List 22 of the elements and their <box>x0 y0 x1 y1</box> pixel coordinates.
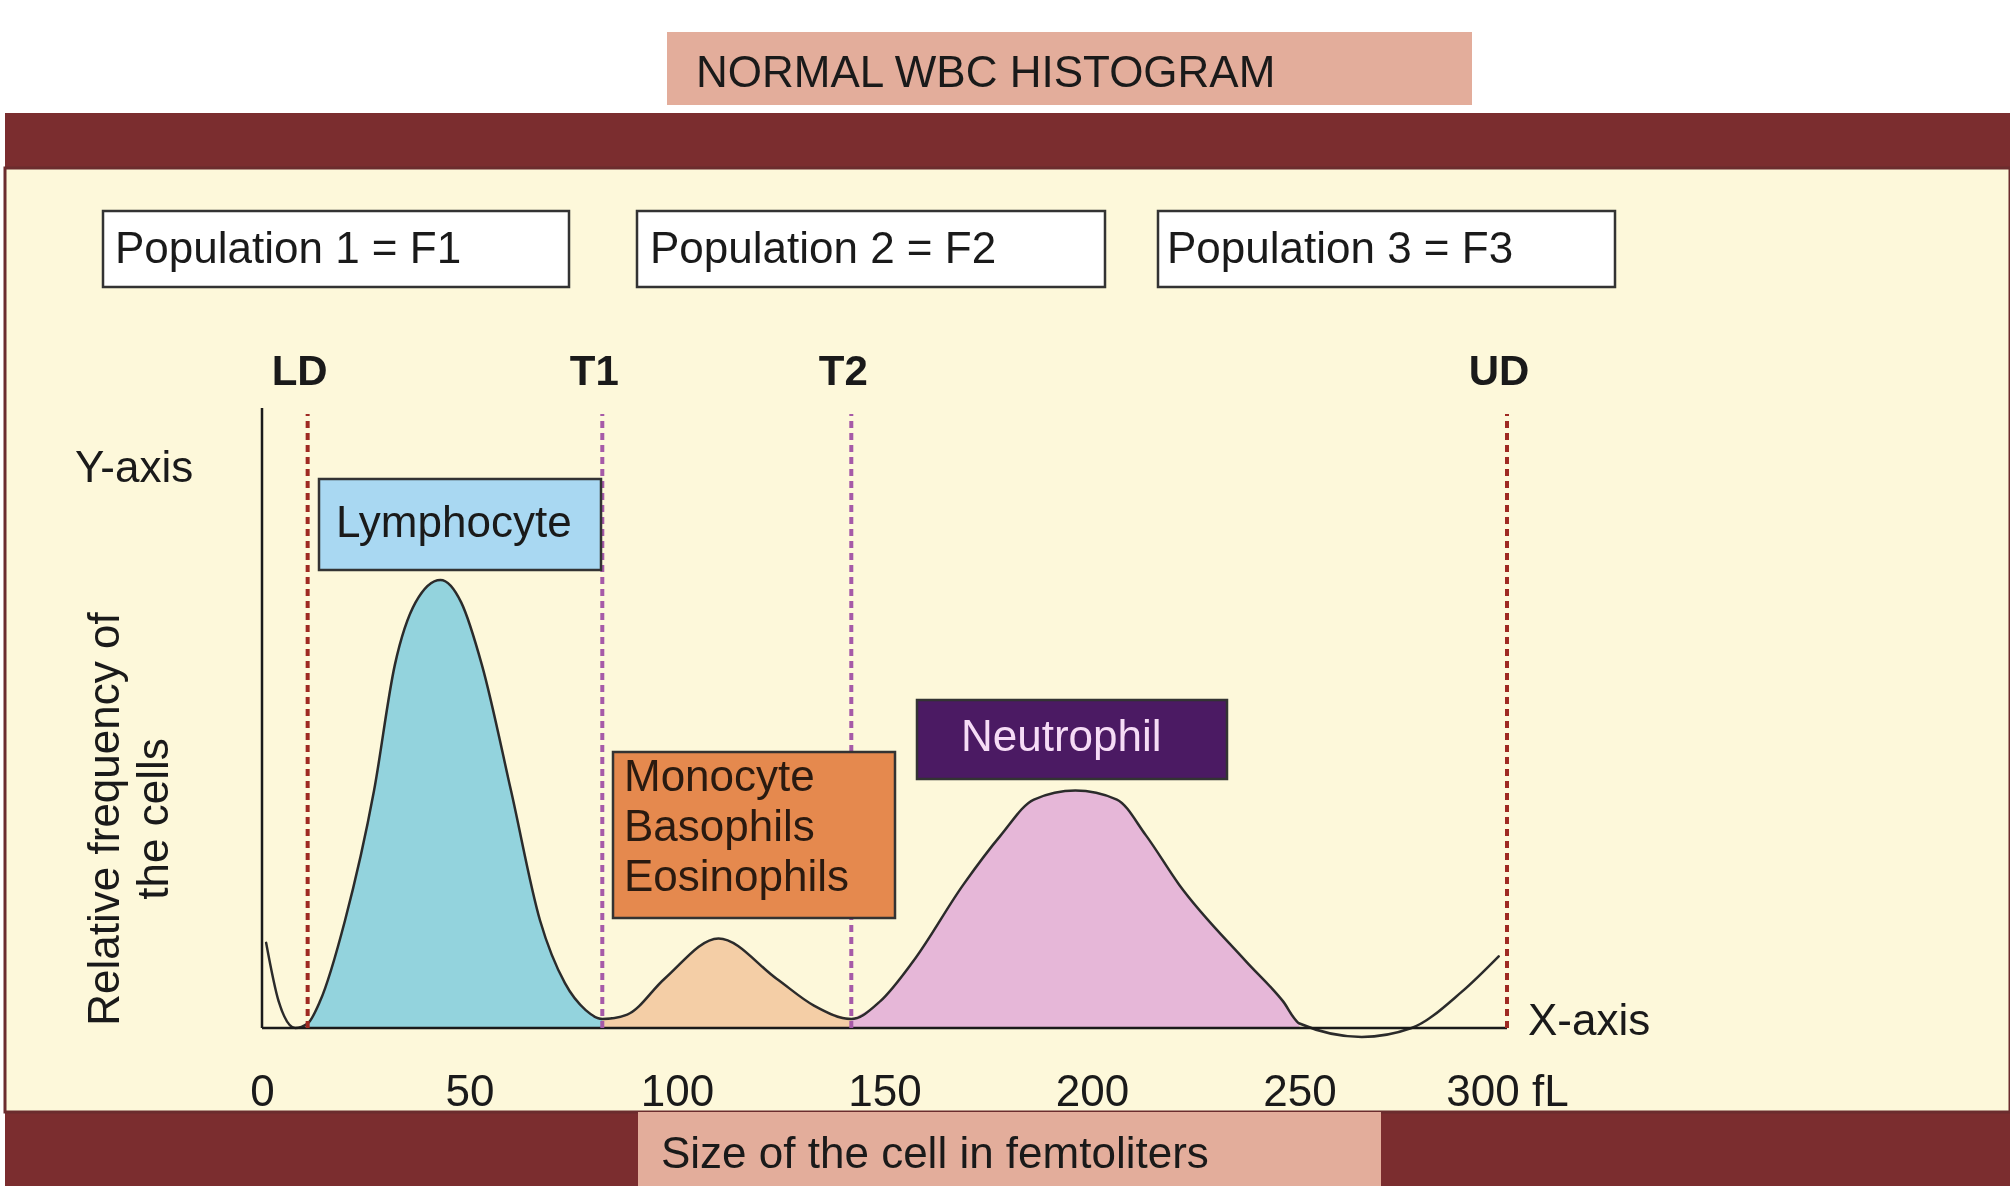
x-tick-label: 150 <box>848 1065 922 1115</box>
ref-line-label: T1 <box>569 347 619 394</box>
text: Y-axis <box>75 442 194 491</box>
text: Population 3 = F3 <box>1167 223 1514 272</box>
x-tick-label: 100 <box>640 1065 715 1115</box>
chart-title: NORMAL WBC HISTOGRAM <box>696 47 1276 96</box>
x-tick-label: 200 <box>1055 1065 1130 1115</box>
y-axis-title: Relative frequency of the cells <box>79 611 177 1026</box>
x-tick-label: 50 <box>445 1065 495 1115</box>
ref-line-label: UD <box>1468 347 1530 394</box>
text: Lymphocyte <box>336 497 572 546</box>
ref-line-label: T2 <box>818 347 868 394</box>
x-tick-label: 0 <box>250 1065 275 1115</box>
x-tick-label: 250 <box>1263 1065 1337 1115</box>
annotation: Neutrophil <box>961 711 1162 760</box>
x-tick-label: 300 fL <box>1446 1065 1569 1115</box>
text: X-axis <box>1528 995 1651 1044</box>
text: Population 2 = F2 <box>650 223 997 272</box>
x-axis-title: Size of the cell in femtoliters <box>661 1128 1209 1177</box>
annotation: Monocyte Basophils Eosinophils <box>624 751 850 900</box>
text: Population 1 = F1 <box>115 223 462 272</box>
ref-line-label: LD <box>271 347 328 394</box>
